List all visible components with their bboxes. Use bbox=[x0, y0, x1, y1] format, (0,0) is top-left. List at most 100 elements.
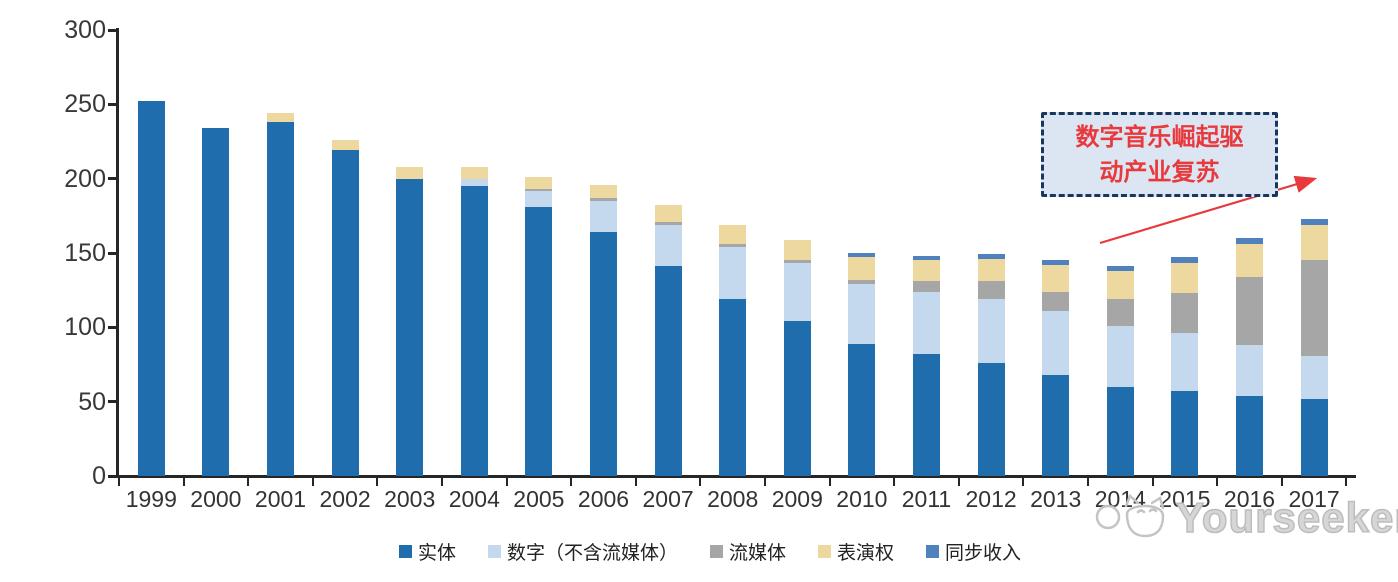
legend-item: 表演权 bbox=[818, 538, 894, 565]
legend-label: 表演权 bbox=[837, 543, 895, 564]
bar-segment-2016 bbox=[1236, 276, 1263, 346]
bar-segment-2015 bbox=[1171, 391, 1199, 476]
x-axis-label: 2005 bbox=[513, 486, 565, 512]
legend-label: 流媒体 bbox=[728, 543, 786, 564]
bar-segment-2002 bbox=[331, 140, 359, 151]
x-axis-label: 2012 bbox=[965, 486, 1017, 512]
bar-segment-2010 bbox=[848, 279, 876, 285]
bar-segment-2003 bbox=[396, 166, 424, 179]
watermark-text: Yourseeker bbox=[1175, 493, 1398, 542]
watermark: Yourseeker bbox=[1086, 490, 1398, 553]
bar-segment-1999 bbox=[137, 101, 165, 476]
bar-segment-2009 bbox=[783, 263, 811, 322]
legend-swatch-icon bbox=[926, 545, 940, 558]
legend-item: 同步收入 bbox=[926, 538, 1021, 565]
y-axis-tick-label: 200 bbox=[64, 164, 106, 193]
bar-segment-2015 bbox=[1171, 257, 1199, 264]
bar-segment-2008 bbox=[719, 224, 747, 245]
bar-segment-2005 bbox=[525, 190, 553, 207]
bar-segment-2014 bbox=[1106, 270, 1134, 300]
x-axis-label: 2008 bbox=[707, 486, 759, 512]
x-axis-label: 1999 bbox=[125, 486, 177, 512]
x-axis-tick bbox=[828, 478, 831, 486]
y-axis-tick bbox=[108, 251, 116, 255]
bar-segment-2011 bbox=[913, 260, 940, 282]
x-axis-tick bbox=[1345, 478, 1348, 486]
annotation-line-1: 数字音乐崛起驱 bbox=[1075, 123, 1244, 151]
y-axis-tick bbox=[108, 400, 116, 404]
legend-swatch-icon bbox=[487, 545, 501, 558]
y-axis-tick-label: 250 bbox=[64, 90, 106, 119]
bar-segment-2000 bbox=[202, 128, 230, 476]
x-axis-label: 2009 bbox=[771, 486, 823, 512]
legend-item: 流媒体 bbox=[709, 538, 786, 565]
x-axis-tick bbox=[1087, 478, 1089, 486]
legend-swatch-icon bbox=[398, 545, 412, 558]
x-axis-tick bbox=[118, 478, 120, 486]
bar-segment-2012 bbox=[977, 299, 1005, 363]
bar-segment-2010 bbox=[848, 284, 876, 344]
bar-segment-2013 bbox=[1042, 260, 1070, 265]
bar-segment-2003 bbox=[396, 178, 424, 476]
bar-segment-2007 bbox=[654, 221, 682, 225]
x-axis-label: 2003 bbox=[384, 486, 436, 512]
bar-segment-2009 bbox=[783, 321, 811, 476]
x-axis-tick bbox=[441, 478, 443, 486]
bar-segment-2012 bbox=[977, 254, 1005, 259]
bar-segment-2015 bbox=[1171, 333, 1199, 392]
x-axis-tick bbox=[311, 478, 314, 486]
bar-segment-2014 bbox=[1106, 299, 1134, 326]
x-axis-tick bbox=[957, 478, 960, 486]
bar-segment-2007 bbox=[654, 205, 682, 222]
bar-segment-2017 bbox=[1300, 224, 1328, 261]
bar-segment-2011 bbox=[913, 354, 940, 476]
bar-segment-2007 bbox=[654, 224, 682, 267]
bar-segment-2012 bbox=[977, 363, 1005, 476]
bar-segment-2016 bbox=[1236, 345, 1263, 396]
legend-item: 实体 bbox=[398, 538, 456, 565]
bar-segment-2015 bbox=[1171, 263, 1199, 294]
x-axis-tick bbox=[570, 478, 573, 486]
bar-segment-2008 bbox=[719, 247, 747, 300]
y-axis-tick-label: 0 bbox=[92, 462, 106, 490]
x-axis-tick bbox=[182, 478, 185, 486]
bar-segment-2011 bbox=[913, 255, 940, 261]
bar-segment-2010 bbox=[848, 343, 876, 476]
bar-segment-2013 bbox=[1042, 310, 1070, 375]
x-axis-tick bbox=[505, 478, 508, 486]
x-axis-tick bbox=[893, 478, 896, 486]
y-axis-tick bbox=[108, 325, 116, 329]
bar-segment-2006 bbox=[590, 184, 617, 198]
x-axis-label: 2015 bbox=[1159, 486, 1211, 512]
y-axis-tick-label: 100 bbox=[64, 313, 106, 342]
bar-segment-2017 bbox=[1300, 355, 1328, 399]
x-axis-tick bbox=[634, 478, 637, 486]
legend-label: 同步收入 bbox=[945, 543, 1022, 564]
bar-segment-2008 bbox=[719, 299, 747, 476]
y-axis-tick-label: 150 bbox=[64, 239, 106, 267]
x-axis-tick bbox=[1151, 478, 1154, 486]
bar-segment-2012 bbox=[977, 258, 1005, 282]
x-axis-label: 2004 bbox=[448, 486, 500, 512]
x-axis-label: 2011 bbox=[901, 486, 952, 512]
annotation-line-2: 动产业复苏 bbox=[1099, 158, 1220, 186]
x-axis-line bbox=[116, 475, 1356, 478]
legend-item: 数字（不含流媒体） bbox=[487, 538, 678, 565]
bar-segment-2005 bbox=[525, 177, 553, 190]
bar-segment-2011 bbox=[913, 281, 940, 292]
x-axis-tick bbox=[764, 478, 766, 486]
legend-label: 数字（不含流媒体） bbox=[506, 543, 678, 564]
x-axis-label: 2013 bbox=[1030, 486, 1082, 512]
y-axis-tick-label: 300 bbox=[64, 16, 106, 44]
bar-segment-2009 bbox=[783, 260, 811, 264]
legend-swatch-icon bbox=[709, 545, 723, 558]
x-axis-label: 2017 bbox=[1288, 486, 1340, 512]
bar-segment-2014 bbox=[1106, 386, 1134, 476]
x-axis-label: 2001 bbox=[254, 486, 307, 512]
bar-segment-2009 bbox=[783, 239, 811, 261]
x-axis-label: 2002 bbox=[319, 486, 371, 512]
bar-segment-2015 bbox=[1171, 293, 1199, 334]
y-axis-line bbox=[116, 28, 119, 478]
bar-segment-2011 bbox=[913, 291, 940, 355]
